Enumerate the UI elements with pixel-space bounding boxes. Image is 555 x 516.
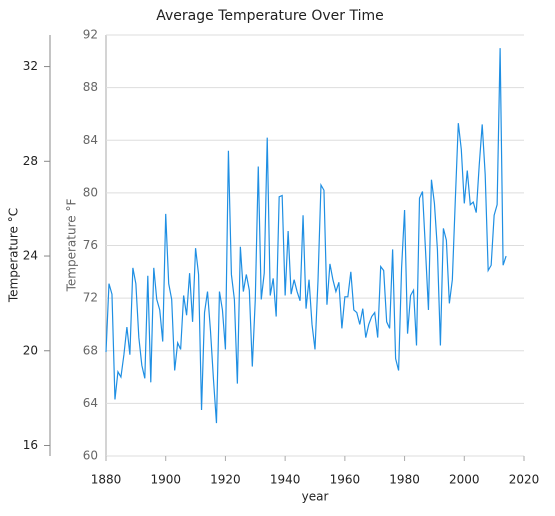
x-tick-label: 1880 <box>91 473 122 487</box>
y2-tick-label: 28 <box>23 154 38 168</box>
y2-tick-label: 20 <box>23 343 38 357</box>
y-tick-label: 80 <box>83 185 98 199</box>
y2-axis-label: Temperature °C <box>7 208 21 303</box>
data-line <box>105 48 507 424</box>
x-tick-label: 1980 <box>389 473 420 487</box>
y-tick-label: 88 <box>83 80 98 94</box>
x-tick-label: 1900 <box>150 473 181 487</box>
x-tick-label: 1920 <box>210 473 241 487</box>
y-tick-label: 76 <box>83 238 98 252</box>
x-axis-label: year <box>302 490 329 504</box>
y2-tick-label: 32 <box>23 59 38 73</box>
chart-title: Average Temperature Over Time <box>156 8 383 24</box>
y-tick-label: 92 <box>83 28 98 42</box>
x-tick-label: 1940 <box>270 473 301 487</box>
y-axis-label: Temperature °F <box>65 199 79 293</box>
y-tick-label: 84 <box>83 133 98 147</box>
y-tick-label: 64 <box>83 396 98 410</box>
y2-tick-label: 24 <box>23 249 38 263</box>
y-tick-label: 72 <box>83 291 98 305</box>
x-tick-label: 1960 <box>330 473 361 487</box>
y-tick-label: 60 <box>83 449 98 463</box>
x-tick-label: 2020 <box>509 473 540 487</box>
y-tick-label: 68 <box>83 343 98 357</box>
x-tick-label: 2000 <box>449 473 480 487</box>
y2-tick-label: 16 <box>23 438 38 452</box>
